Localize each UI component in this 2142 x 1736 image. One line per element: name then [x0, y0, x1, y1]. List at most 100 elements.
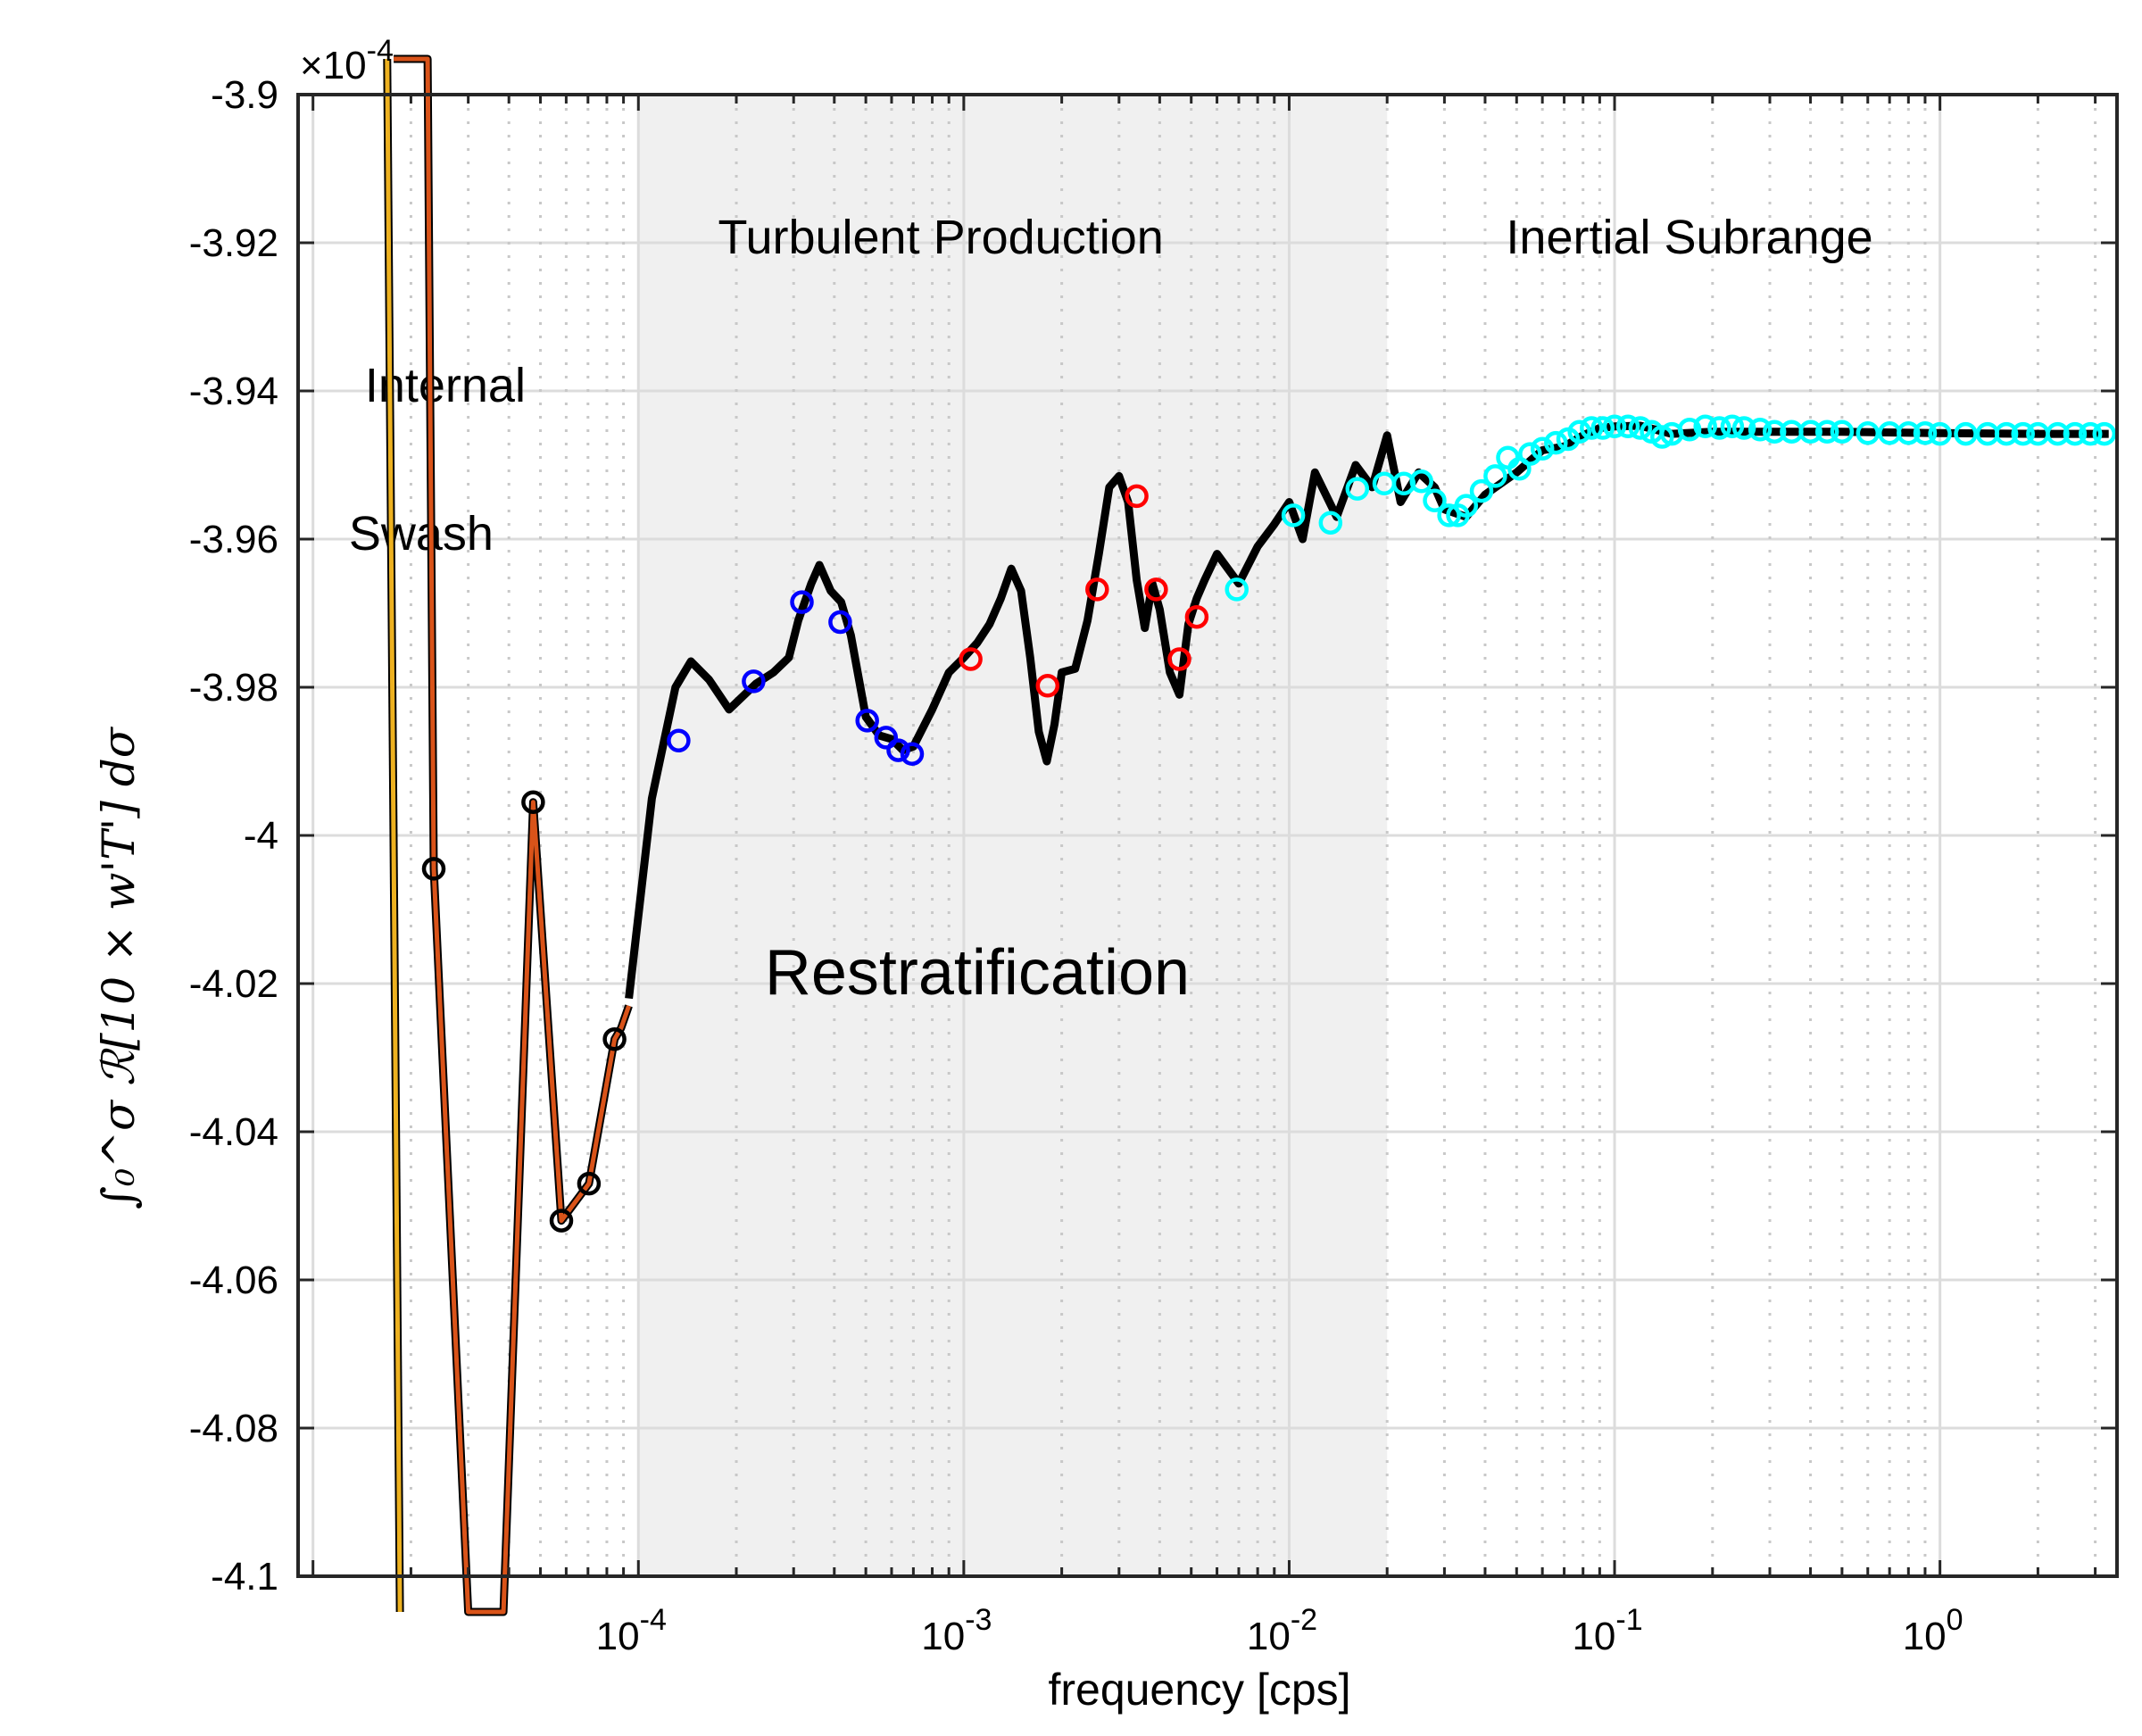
marker-cyan	[2063, 421, 2088, 446]
x-tick-label-exp: -2	[1291, 1603, 1317, 1637]
y-tick-labels: -3.9 -3.92 -3.94 -3.96 -3.98 -4 -4.02 -4.04 -4.0…	[189, 73, 278, 1599]
marker-blue	[667, 728, 691, 753]
marker-cyan	[1567, 419, 1591, 444]
marker-cyan	[1677, 417, 1702, 442]
x-tick-label-exp: -4	[640, 1603, 667, 1637]
x-axis-label: frequency [cps]	[1048, 1665, 1350, 1715]
marker-cyan	[1423, 488, 1447, 513]
marker-cyan	[1281, 503, 1306, 527]
y-tick-label: -3.92	[189, 221, 278, 265]
marker-cyan	[1409, 469, 1433, 494]
marker-red	[1144, 577, 1168, 602]
marker-cyan	[1544, 430, 1568, 455]
marker-cyan	[2092, 421, 2117, 446]
x-tick-label-exp: -3	[965, 1603, 992, 1637]
marker-blue	[886, 738, 910, 762]
marker-cyan	[1454, 494, 1479, 518]
marker-black	[549, 1209, 574, 1233]
y-tick-label: -3.9	[211, 73, 278, 117]
annotation-text: Turbulent Production	[718, 211, 1163, 264]
spectral-integral-line	[625, 421, 2109, 1000]
series-layer	[383, 54, 2109, 1616]
internal-wave-band-line	[394, 56, 631, 1615]
marker-black	[521, 790, 545, 814]
marker-blue	[828, 610, 852, 635]
y-multiplier-exp: -4	[367, 34, 394, 68]
x-tick-label-exp: 0	[1947, 1603, 1964, 1637]
x-tick-label-base: 10	[596, 1615, 640, 1658]
marker-cyan	[1720, 414, 1745, 439]
marker-black	[602, 1027, 627, 1051]
marker-cyan	[1518, 442, 1542, 466]
marker-cyan	[1650, 425, 1674, 449]
y-tick-label: -4.02	[189, 962, 278, 1006]
marker-cyan	[1437, 503, 1461, 527]
marker-cyan	[1707, 416, 1731, 440]
x-tick-label: 10-1	[1572, 1603, 1642, 1658]
marker-cyan	[1954, 421, 1978, 446]
marker-cyan	[1814, 419, 1839, 444]
marker-cyan	[1469, 478, 1494, 503]
marker-cyan	[1615, 414, 1640, 439]
marker-red	[959, 647, 983, 671]
marker-cyan	[1913, 421, 1938, 445]
y-tick-label: -4.08	[189, 1407, 278, 1450]
marker-red	[1125, 484, 1149, 509]
marker-black	[421, 857, 446, 881]
marker-cyan	[1897, 421, 1921, 445]
marker-cyan	[1798, 419, 1822, 444]
marker-cyan	[1731, 416, 1756, 440]
marker-cyan	[2011, 421, 2035, 446]
marker-blue	[900, 742, 925, 766]
x-tick-label: 10-3	[921, 1603, 992, 1658]
x-tick-label: 10-4	[596, 1603, 667, 1658]
y-axis-label: ∫₀^σ ℛ[10 × w'T'] dσ	[93, 726, 145, 1209]
y-tick-label: -3.96	[189, 518, 278, 561]
annotation-text: Swash	[349, 507, 494, 561]
x-tick-labels: 10-4 10-3 10-2 10-1 100	[596, 1603, 1964, 1658]
marker-cyan	[1748, 417, 1773, 442]
y-tick-label: -4.06	[189, 1258, 278, 1302]
marker-blue	[742, 669, 766, 694]
marker-cyan	[1530, 436, 1555, 461]
marker-red	[1035, 674, 1060, 698]
marker-cyan	[1994, 421, 2019, 446]
marker-red	[1184, 604, 1209, 629]
marker-cyan	[1225, 577, 1249, 602]
marker-cyan	[1345, 477, 1370, 501]
y-tick-label: -4.1	[211, 1555, 278, 1599]
marker-blue	[790, 590, 814, 614]
y-tick-label: -3.94	[189, 370, 278, 413]
marker-cyan	[1483, 464, 1507, 488]
markers-layer	[421, 414, 2117, 1233]
marker-black	[577, 1171, 602, 1196]
marker-cyan	[1762, 419, 1787, 444]
tick-marks	[298, 93, 2117, 1578]
x-tick-label-base: 10	[1247, 1615, 1291, 1658]
x-tick-label: 100	[1903, 1603, 1964, 1658]
marker-blue	[874, 726, 899, 750]
marker-cyan	[2046, 421, 2070, 446]
annotation-text: Inertial Subrange	[1506, 211, 1872, 264]
swash-band-line	[385, 58, 403, 1613]
y-tick-label: -3.98	[189, 666, 278, 710]
x-tick-label: 10-2	[1247, 1603, 1317, 1658]
marker-cyan	[2078, 421, 2103, 446]
marker-cyan	[1628, 416, 1653, 440]
marker-blue	[855, 709, 879, 733]
marker-red	[1085, 577, 1109, 602]
y-tick-label: -4	[244, 814, 278, 858]
marker-cyan	[1318, 511, 1343, 535]
marker-cyan	[1590, 416, 1615, 440]
x-tick-label-base: 10	[1903, 1615, 1947, 1658]
y-multiplier-base: ×10	[300, 44, 367, 87]
marker-red	[1167, 647, 1191, 671]
annotation-text: Restratification	[765, 937, 1190, 1009]
marker-cyan	[1602, 414, 1627, 439]
y-tick-label: -4.04	[189, 1110, 278, 1154]
marker-cyan	[1856, 421, 1880, 445]
marker-cyan	[1693, 414, 1717, 439]
y-multiplier: ×10-4	[300, 34, 394, 87]
x-tick-label-exp: -1	[1615, 1603, 1642, 1637]
